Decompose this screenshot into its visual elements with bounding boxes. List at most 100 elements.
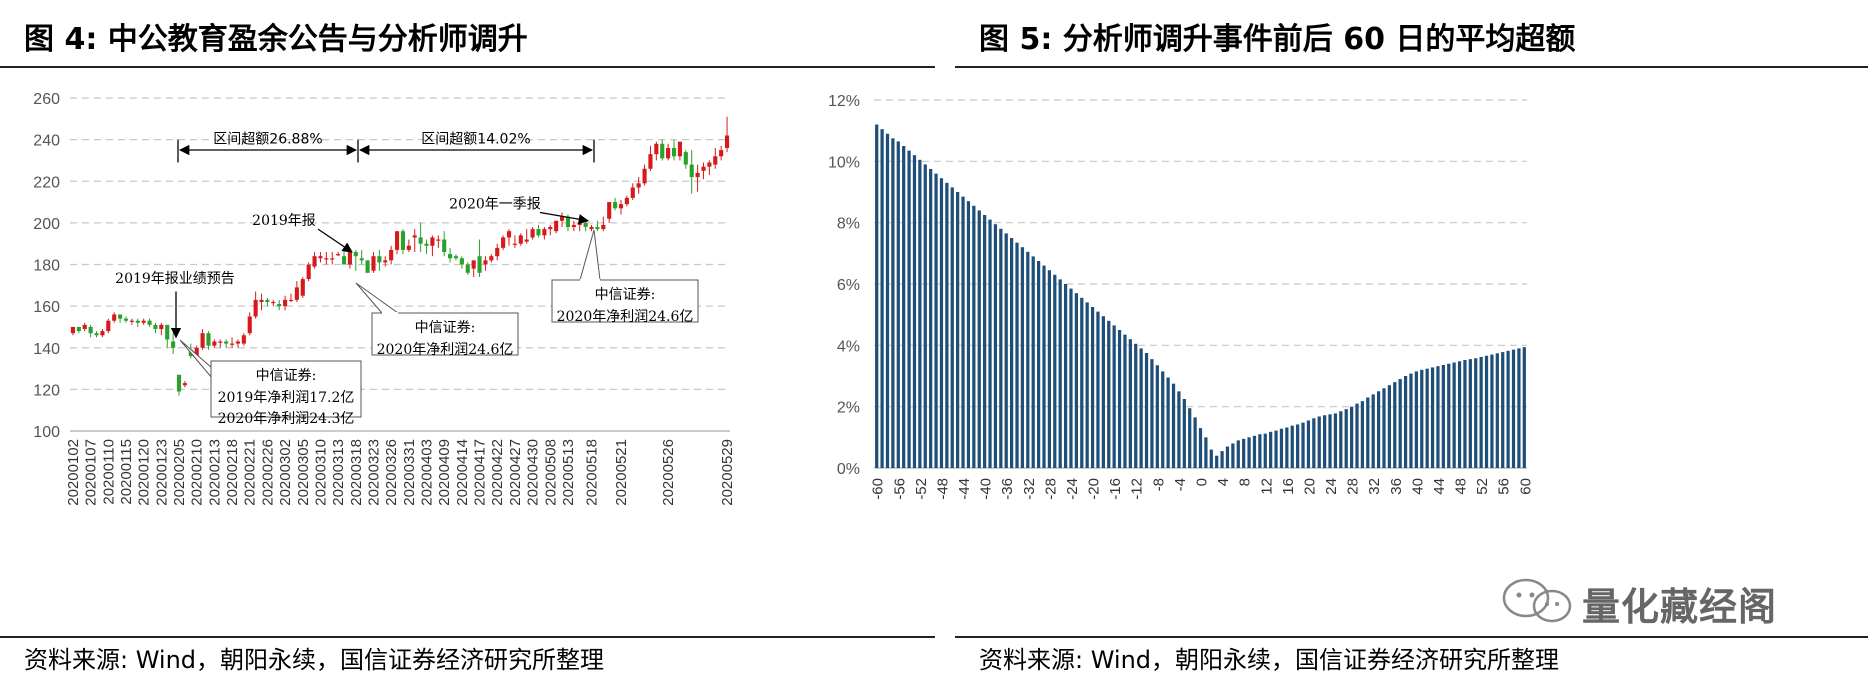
candle-body: [394, 231, 400, 250]
candle: [465, 262, 470, 275]
x-tick-label: -28: [1042, 478, 1059, 500]
candle: [430, 235, 435, 257]
candle: [453, 254, 459, 261]
bar: [1522, 347, 1526, 468]
x-tick-label: -32: [1021, 478, 1038, 500]
candle-body: [424, 243, 429, 246]
x-tick-label: 20200331: [401, 439, 418, 506]
callout-heading: 中信证券:: [415, 320, 476, 336]
candle-body: [341, 256, 347, 265]
x-tick-label: 32: [1366, 478, 1383, 495]
y-tick-label: 12%: [828, 93, 860, 110]
x-tick-label: 20200302: [277, 439, 294, 506]
figure-5-title: 图 5: 分析师调升事件前后 60 日的平均超额: [979, 22, 1576, 57]
candle: [241, 333, 246, 346]
candle: [371, 252, 376, 273]
x-tick-label: 20200508: [542, 439, 559, 506]
candle: [341, 252, 347, 265]
bar: [1382, 388, 1386, 468]
candle: [501, 235, 506, 250]
x-tick-label: -44: [956, 478, 973, 500]
bar: [1150, 359, 1154, 468]
candle-body: [701, 166, 706, 171]
candle-body: [224, 341, 229, 344]
x-tick-label: -40: [978, 478, 995, 500]
candle: [389, 245, 394, 265]
candle: [630, 183, 635, 200]
candle: [300, 276, 305, 298]
bar: [1296, 424, 1300, 468]
candle-body: [247, 316, 252, 334]
bar: [1053, 274, 1057, 468]
x-tick-label: 36: [1388, 478, 1405, 495]
candle-body: [613, 202, 618, 209]
bar: [1501, 352, 1505, 468]
bar: [1193, 417, 1197, 468]
candle-body: [518, 235, 523, 244]
candle-body: [719, 150, 724, 157]
watermark-text: 量化藏经阁: [1582, 585, 1778, 629]
candle-body: [300, 279, 305, 296]
bar: [1398, 379, 1402, 468]
candle: [318, 252, 323, 263]
title-rule: [955, 66, 1868, 68]
bar: [1204, 437, 1208, 468]
candle: [330, 252, 335, 265]
candle-body: [271, 301, 276, 304]
x-tick-label: 20200513: [560, 439, 577, 506]
bar: [1360, 401, 1365, 468]
candle: [660, 139, 665, 161]
candle-body: [530, 229, 535, 238]
candle: [530, 227, 535, 240]
candle: [571, 220, 576, 232]
bar: [1452, 362, 1456, 468]
candle: [135, 318, 140, 327]
candle: [176, 374, 182, 396]
candle-body: [306, 264, 311, 280]
left-figure-panel: 图 4: 中公教育盈余公告与分析师调升 100 120 140 160 180 200 22…: [0, 22, 935, 674]
bar: [1371, 394, 1375, 468]
candle: [377, 249, 382, 271]
candle-body: [448, 254, 453, 259]
bar: [1517, 348, 1521, 468]
y-tick-label: 140: [33, 341, 60, 358]
candle-body: [218, 341, 223, 343]
candle-body: [212, 341, 217, 346]
x-tick-label: 20200326: [383, 439, 400, 506]
y-tick-label: 120: [33, 382, 60, 399]
candle: [306, 262, 311, 282]
left-source-note: 资料来源: Wind，朝阳永续，国信证券经济研究所整理: [24, 646, 605, 674]
candle-body: [477, 256, 482, 273]
candle: [76, 326, 81, 334]
candle-body: [123, 318, 129, 321]
source-rule: [0, 636, 935, 638]
candle-body: [565, 216, 571, 228]
candle: [359, 249, 364, 265]
candle-body: [554, 220, 559, 232]
x-tick-label: 20200213: [206, 439, 223, 506]
callout-pointer: [179, 339, 213, 379]
candle-body: [548, 227, 553, 230]
candle: [112, 312, 117, 323]
bar: [875, 124, 879, 469]
x-tick-label: 44: [1431, 478, 1448, 495]
bar: [1009, 238, 1014, 468]
candle: [489, 254, 494, 263]
candle-body: [400, 231, 406, 250]
x-tick-label: 20200318: [348, 439, 365, 506]
candle: [495, 243, 500, 261]
candle: [418, 222, 423, 253]
candle-body: [442, 239, 447, 253]
candle-body: [294, 287, 299, 300]
bar: [1112, 325, 1116, 468]
bar: [966, 201, 971, 468]
candle-body: [418, 237, 423, 244]
candle: [518, 233, 523, 246]
bar: [1376, 391, 1381, 468]
y-tick-label: 160: [33, 299, 60, 316]
x-tick-label: 20200529: [719, 439, 736, 506]
bar: [918, 159, 922, 469]
candle-body: [406, 245, 411, 250]
bar: [1333, 413, 1338, 468]
y-tick-label: 4%: [837, 338, 860, 355]
